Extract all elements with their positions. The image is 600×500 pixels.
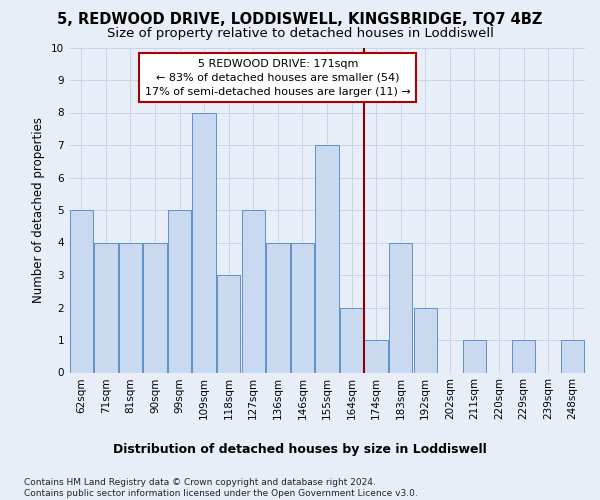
Bar — [364, 340, 388, 372]
Bar — [70, 210, 93, 372]
Bar — [413, 308, 437, 372]
Bar — [340, 308, 363, 372]
Bar — [94, 242, 118, 372]
Bar — [193, 112, 216, 372]
Text: 5, REDWOOD DRIVE, LODDISWELL, KINGSBRIDGE, TQ7 4BZ: 5, REDWOOD DRIVE, LODDISWELL, KINGSBRIDG… — [58, 12, 542, 28]
Bar — [291, 242, 314, 372]
Bar — [168, 210, 191, 372]
Text: Contains HM Land Registry data © Crown copyright and database right 2024.
Contai: Contains HM Land Registry data © Crown c… — [24, 478, 418, 498]
Bar — [143, 242, 167, 372]
Bar — [561, 340, 584, 372]
Text: Distribution of detached houses by size in Loddiswell: Distribution of detached houses by size … — [113, 442, 487, 456]
Bar — [242, 210, 265, 372]
Text: Size of property relative to detached houses in Loddiswell: Size of property relative to detached ho… — [107, 28, 493, 40]
Bar — [217, 275, 241, 372]
Bar — [316, 145, 338, 372]
Text: 5 REDWOOD DRIVE: 171sqm
← 83% of detached houses are smaller (54)
17% of semi-de: 5 REDWOOD DRIVE: 171sqm ← 83% of detache… — [145, 59, 411, 97]
Bar — [463, 340, 486, 372]
Bar — [389, 242, 412, 372]
Bar — [266, 242, 290, 372]
Y-axis label: Number of detached properties: Number of detached properties — [32, 117, 46, 303]
Bar — [119, 242, 142, 372]
Bar — [512, 340, 535, 372]
